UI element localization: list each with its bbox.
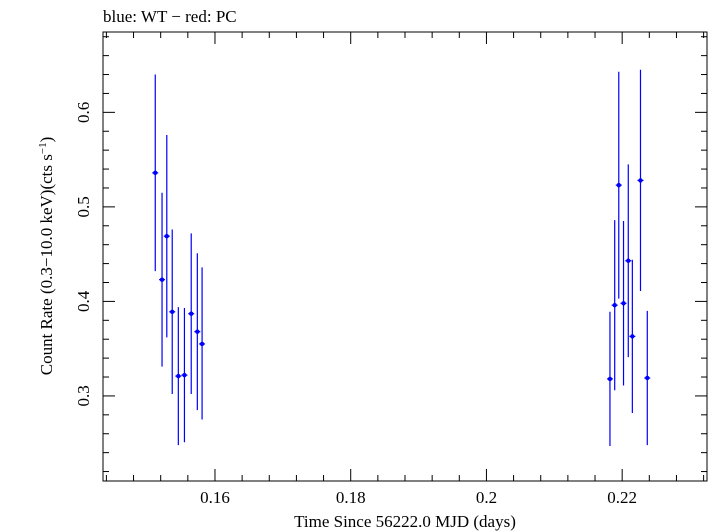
y-axis-title: Count Rate (0.3−10.0 keV)(cts s−1) — [37, 137, 56, 376]
chart-annotation: blue: WT − red: PC — [103, 7, 237, 26]
data-point — [182, 372, 187, 378]
data-point — [621, 301, 626, 306]
y-tick-label: 0.4 — [74, 290, 93, 312]
data-point — [607, 376, 613, 382]
x-tick-label: 0.18 — [336, 488, 366, 507]
x-tick-label: 0.2 — [476, 488, 497, 507]
data-points — [152, 69, 651, 447]
plot-frame — [102, 31, 708, 482]
data-point — [176, 373, 181, 379]
data-point — [195, 329, 200, 334]
data-point — [189, 311, 194, 316]
data-point — [638, 178, 643, 183]
y-tick-label: 0.3 — [74, 385, 93, 406]
y-axis-title-superscript: −1 — [37, 142, 49, 154]
y-axis-title-close: ) — [37, 137, 56, 143]
y-tick-label: 0.5 — [74, 196, 93, 217]
data-point — [630, 334, 635, 339]
data-point — [626, 258, 631, 263]
data-point — [159, 277, 165, 282]
y-axis-title-main: Count Rate (0.3−10.0 keV)(cts s — [37, 154, 56, 375]
x-tick-label: 0.16 — [200, 488, 230, 507]
x-tick-label: 0.22 — [607, 488, 637, 507]
data-point — [645, 375, 650, 381]
y-tick-label: 0.6 — [74, 102, 93, 123]
data-point — [164, 233, 169, 239]
data-point — [612, 302, 617, 308]
data-point — [170, 309, 175, 314]
data-point — [616, 182, 621, 188]
axis-ticks: 0.16 0.18 0.2 0.22 0.3 0.4 0.5 0.6 — [74, 32, 707, 507]
data-point — [199, 341, 205, 347]
data-point — [153, 170, 158, 176]
x-axis-title: Time Since 56222.0 MJD (days) — [294, 512, 516, 531]
